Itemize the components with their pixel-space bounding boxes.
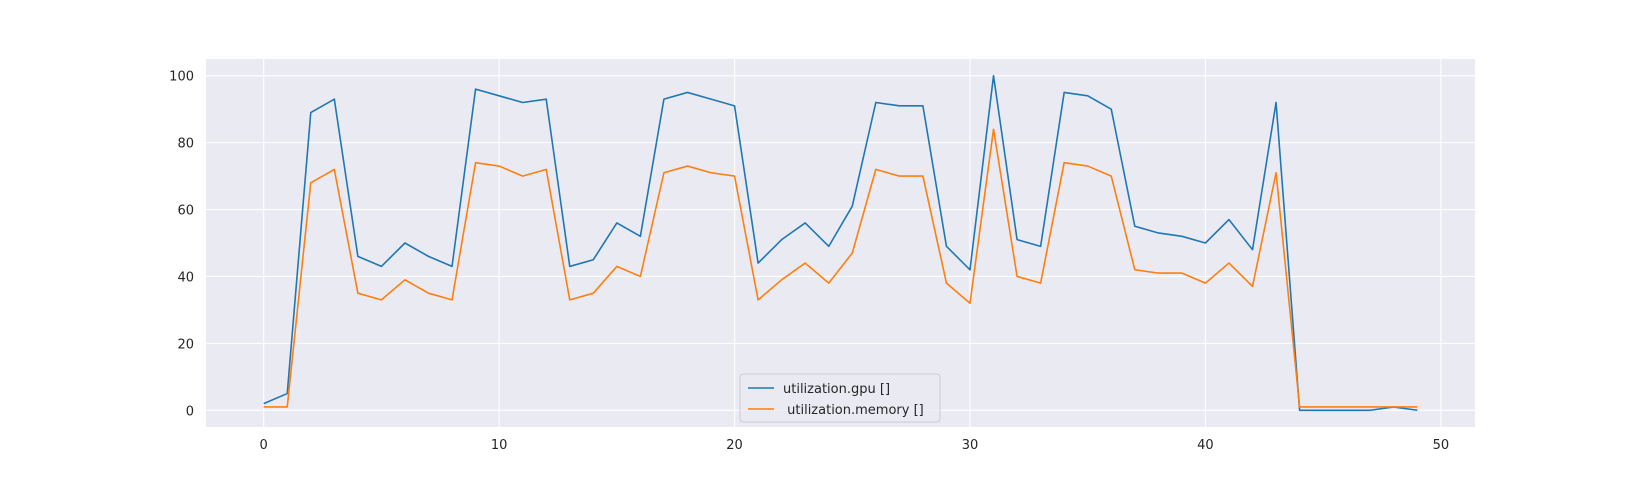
- series-layer: [263, 74, 1418, 412]
- series-line-1: [263, 128, 1418, 408]
- x-tick-label: 50: [1433, 438, 1450, 453]
- x-axis: 0 10 20 30 40 50: [260, 438, 1450, 453]
- y-tick-label: 80: [177, 137, 194, 152]
- x-tick-label: 40: [1197, 438, 1214, 453]
- legend-label-1: utilization.memory []: [783, 403, 924, 418]
- y-tick-label: 20: [177, 337, 194, 352]
- x-tick-label: 10: [491, 438, 508, 453]
- legend: utilization.gpu [] utilization.memory []: [739, 373, 941, 423]
- series-line-0: [263, 74, 1418, 412]
- x-tick-label: 0: [260, 438, 268, 453]
- y-tick-label: 0: [186, 404, 194, 419]
- legend-label-0: utilization.gpu []: [783, 382, 890, 397]
- y-tick-label: 40: [177, 270, 194, 285]
- y-tick-label: 100: [169, 70, 194, 85]
- y-tick-label: 60: [177, 204, 194, 219]
- x-tick-label: 20: [726, 438, 743, 453]
- x-tick-label: 30: [962, 438, 979, 453]
- plot-area: [206, 59, 1475, 427]
- y-axis: 0 20 40 60 80 100: [169, 70, 194, 420]
- legend-frame: [739, 373, 941, 423]
- grid: [206, 59, 1475, 427]
